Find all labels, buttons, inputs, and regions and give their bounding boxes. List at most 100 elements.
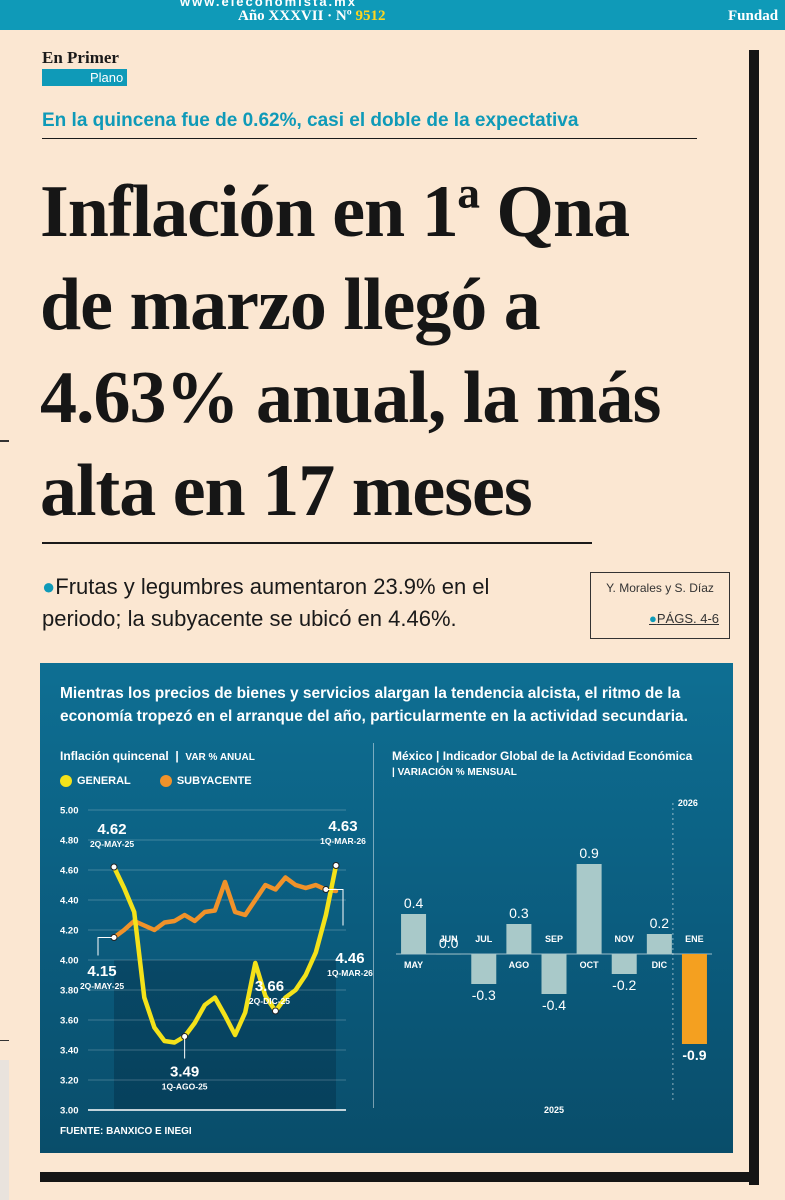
marker-general-end — [332, 862, 340, 869]
legend-subyacente-label: SUBYACENTE — [176, 775, 252, 787]
masthead-url[interactable]: www.eleconomista.mx — [180, 0, 357, 9]
bar-category-label: SEP — [545, 934, 563, 944]
line-chart-title: Inflación quincenal | VAR % ANUAL — [60, 749, 255, 763]
bar-ago — [506, 924, 532, 954]
y-tick-label: 4.60 — [60, 866, 79, 877]
legend-subyacente-swatch — [159, 775, 172, 787]
bar-category-label: ENE — [685, 934, 704, 944]
section-title: En Primer — [42, 48, 119, 67]
deck: ●Frutas y legumbres aumentaron 23.9% en … — [42, 571, 542, 635]
annotation-subyacente-end-value: 4.46 — [335, 950, 364, 967]
headline-line-1: Inflación en 1ª Qna — [40, 171, 630, 253]
deck-text: Frutas y legumbres aumentaron 23.9% en e… — [42, 574, 490, 631]
frame-right-rule — [749, 50, 759, 1185]
annotation-subyacente-start-value: 4.15 — [87, 963, 116, 980]
source-note: FUENTE: BANXICO E INEGI — [60, 1126, 192, 1137]
y-tick-label: 3.00 — [60, 1106, 79, 1117]
bar-category-label: JUN — [440, 934, 458, 944]
bar-ene — [681, 954, 707, 1044]
issue-number: 9512 — [355, 8, 386, 24]
headline-rule — [42, 542, 592, 544]
y-tick-label: 3.60 — [60, 1016, 79, 1027]
annotation-general-low-date: 1Q-AGO-25 — [162, 1082, 208, 1092]
annotation-general-dic-value: 3.66 — [255, 978, 284, 995]
year-label-2026: 2026 — [678, 798, 698, 808]
year-label-2025: 2025 — [544, 1105, 564, 1115]
annotation-general-start-value: 4.62 — [97, 821, 126, 838]
y-tick-label: 4.40 — [60, 896, 79, 907]
bar-category-label: MAY — [404, 960, 423, 970]
infographic-charts: 5.00 4.80 4.60 4.40 4.20 4.00 3.80 3.60 3.40 3.20… — [60, 798, 712, 1117]
headline-line-3: 4.63% anual, la más — [40, 357, 661, 439]
bar-chart-title: México | Indicador Global de la Activida… — [392, 749, 693, 763]
headline-line-2: de marzo llegó a — [40, 264, 541, 346]
annotation-general-low-value: 3.49 — [170, 1064, 199, 1081]
y-tick-label: 4.00 — [60, 956, 79, 967]
annotation-general-end-date: 1Q-MAR-26 — [320, 836, 366, 846]
byline-box: Y. Morales y S. Díaz ●PÁGS. 4-6 — [590, 572, 730, 639]
byline-names: Y. Morales y S. Díaz — [606, 581, 714, 595]
marker-general-start — [110, 863, 118, 871]
annotation-general-end-value: 4.63 — [328, 818, 357, 835]
bar-dic — [646, 934, 672, 954]
masthead-bar: www.eleconomista.mx Año XXXVII · Nº 9512… — [0, 0, 785, 30]
bar-category-label: JUL — [475, 934, 493, 944]
bar-value-label: 0.2 — [650, 915, 670, 931]
y-tick-label: 5.00 — [60, 806, 79, 817]
legend-general: GENERAL — [60, 775, 131, 787]
section-subtitle: Plano — [42, 69, 128, 86]
y-tick-label: 4.80 — [60, 836, 79, 847]
bar-category-label: DIC — [652, 960, 668, 970]
y-tick-label: 3.80 — [60, 986, 79, 997]
y-tick-label: 3.40 — [60, 1046, 79, 1057]
legend-subyacente: SUBYACENTE — [159, 775, 252, 787]
bar-value-label: 0.0 — [439, 935, 459, 951]
bar-value-label: 0.9 — [579, 845, 599, 861]
bar-may — [401, 914, 427, 954]
bar-value-label: -0.4 — [542, 997, 566, 1013]
annotation-general-start-date: 2Q-MAY-25 — [90, 839, 134, 849]
year-label: Año XXXVII · Nº — [238, 8, 356, 24]
line-chart-legend: GENERAL SUBYACENTE — [60, 775, 278, 790]
section-tag: En Primer Plano — [42, 48, 128, 87]
pages-link[interactable]: ●PÁGS. 4-6 — [649, 611, 719, 626]
adjacent-column-edge — [0, 30, 9, 1200]
bar-category-label: OCT — [580, 960, 600, 970]
headline-line-4: alta en 17 meses — [40, 450, 533, 532]
bar-oct — [576, 864, 602, 954]
panel-divider — [373, 743, 374, 1108]
frame-bottom-rule — [40, 1172, 759, 1182]
leader-subyacente-start — [97, 937, 114, 956]
annotation-subyacente-start-date: 2Q-MAY-25 — [80, 981, 124, 991]
bullet-dot-icon: ● — [42, 574, 56, 599]
kicker: En la quincena fue de 0.62%, casi el dob… — [42, 110, 697, 139]
issue-info: Año XXXVII · Nº 9512 — [238, 8, 385, 25]
bar-chart-subtitle: | VARIACIÓN % MENSUAL — [392, 767, 517, 778]
bar-category-label: NOV — [614, 934, 634, 944]
foundation-label: Fundad — [728, 8, 779, 24]
series-line-subyacente — [111, 875, 339, 940]
infographic-intro: Mientras los precios de bienes y servici… — [60, 685, 688, 725]
bar-jun — [436, 954, 462, 955]
bar-value-label: -0.9 — [682, 1047, 706, 1063]
legend-general-swatch — [60, 775, 72, 787]
infographic: Mientras los precios de bienes y servici… — [40, 663, 733, 1153]
bar-value-label: -0.3 — [472, 987, 496, 1003]
series-line-general — [111, 863, 339, 1045]
line-chart-subtitle: VAR % ANUAL — [185, 752, 255, 763]
bar-value-label: 0.4 — [404, 895, 424, 911]
bar-sep — [541, 954, 567, 994]
y-tick-label: 4.20 — [60, 926, 79, 937]
bar-value-label: -0.2 — [612, 977, 636, 993]
bar-jul — [471, 954, 497, 984]
bar-value-label: 0.3 — [509, 905, 529, 921]
legend-general-label: GENERAL — [77, 775, 131, 787]
bar-category-label: AGO — [509, 960, 530, 970]
headline: Inflación en 1ª Qna de marzo llegó a 4.6… — [40, 166, 745, 538]
annotation-general-dic-date: 2Q-DIC-25 — [249, 996, 290, 1006]
pages-label: PÁGS. 4-6 — [656, 611, 719, 626]
leader-subyacente-end — [325, 889, 344, 926]
marker-general-dic — [271, 1007, 279, 1015]
y-tick-label: 3.20 — [60, 1076, 79, 1087]
line-chart-title-text: Inflación quincenal — [60, 749, 169, 763]
